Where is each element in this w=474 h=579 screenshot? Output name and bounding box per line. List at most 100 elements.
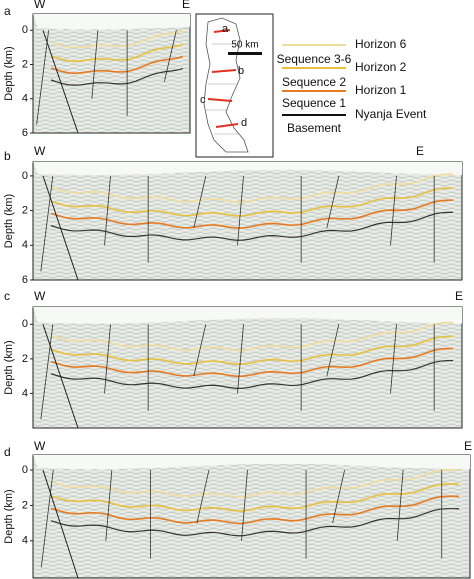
- map-label: c: [200, 94, 206, 106]
- horizon: [50, 347, 454, 378]
- panel-label: c: [4, 289, 10, 303]
- water-column: [33, 162, 462, 176]
- y-tick-label: 2: [22, 499, 28, 511]
- fault: [40, 469, 54, 568]
- fault: [91, 30, 99, 99]
- scale-label: 50 km: [231, 40, 258, 51]
- border-fault: [42, 175, 79, 281]
- west-label: W: [34, 0, 46, 11]
- east-label: E: [455, 289, 463, 303]
- horizon: [50, 187, 454, 217]
- y-axis-label: Depth (km): [3, 194, 15, 248]
- seismic-image: [32, 161, 463, 281]
- panel-label: d: [4, 445, 11, 459]
- y-tick-label: 0: [22, 464, 28, 476]
- map-grid: [206, 43, 240, 135]
- lake-outline: [203, 17, 249, 153]
- map-label: a: [222, 23, 229, 35]
- y-tick-label: 6: [22, 274, 28, 286]
- map-label: b: [238, 65, 244, 77]
- y-axis-label: Depth (km): [3, 489, 15, 543]
- seismic-panel: [32, 454, 471, 579]
- fault: [326, 324, 340, 377]
- map-label: d: [241, 117, 247, 129]
- panel-label: a: [4, 4, 11, 18]
- y-axis-label: Depth (km): [3, 340, 15, 394]
- location-map: 50 km a b c d: [195, 13, 274, 158]
- y-tick-label: 4: [22, 387, 28, 399]
- fault: [326, 175, 340, 229]
- border-fault: [42, 324, 79, 429]
- fault: [237, 324, 244, 394]
- fault: [104, 175, 111, 246]
- fault: [104, 324, 111, 394]
- y-tick-label: 0: [22, 318, 28, 330]
- legend-label: Nyanja Event: [355, 107, 427, 121]
- y-tick-label: 2: [22, 58, 28, 70]
- legend-label: Sequence 1: [282, 96, 346, 110]
- east-label: E: [464, 439, 472, 453]
- horizon: [50, 483, 460, 512]
- fault: [163, 30, 177, 82]
- fault: [105, 470, 113, 541]
- seismic-panel: [32, 161, 463, 281]
- y-tick-label: 4: [22, 239, 28, 251]
- y-tick-label: 0: [22, 24, 28, 36]
- water-column: [33, 455, 470, 470]
- water-column: [33, 14, 190, 30]
- seismic-panel: [32, 306, 463, 429]
- horizon: [50, 199, 454, 229]
- seismic-image: [32, 306, 463, 429]
- horizon: [50, 508, 460, 537]
- seismic-panel: [32, 13, 191, 134]
- east-label: E: [182, 0, 190, 11]
- section-lines: [207, 29, 239, 128]
- panel-label: b: [4, 149, 11, 163]
- fault: [390, 324, 397, 394]
- scale-bar: [228, 52, 262, 55]
- west-label: W: [34, 144, 46, 158]
- y-tick-label: 4: [22, 535, 28, 547]
- horizon: [50, 211, 454, 241]
- y-tick-label: 0: [22, 170, 28, 182]
- border-fault: [42, 469, 79, 579]
- horizon: [50, 321, 454, 352]
- west-label: W: [34, 439, 46, 453]
- fault: [332, 469, 346, 524]
- fault: [241, 470, 248, 541]
- legend-label: Basement: [287, 121, 342, 135]
- horizon: [50, 67, 184, 86]
- legend-label: Horizon 2: [355, 60, 407, 74]
- fault: [40, 175, 54, 272]
- legend-label: Horizon 1: [355, 83, 407, 97]
- west-label: W: [34, 289, 46, 303]
- horizon: [50, 335, 454, 366]
- horizon: [50, 468, 460, 498]
- horizon: [50, 43, 184, 63]
- fault: [196, 469, 210, 524]
- fault: [237, 175, 244, 246]
- legend-label: Sequence 3-6: [277, 52, 352, 66]
- border-fault: [42, 30, 79, 134]
- water-column: [33, 307, 462, 324]
- horizon: [50, 55, 184, 75]
- y-tick-label: 2: [22, 204, 28, 216]
- y-tick-label: 6: [22, 127, 28, 139]
- y-axis-label: Depth (km): [3, 46, 15, 100]
- fault: [390, 175, 397, 246]
- horizon: [50, 495, 460, 525]
- map-frame: [195, 13, 274, 158]
- y-tick-label: 2: [22, 353, 28, 365]
- legend-label: Sequence 2: [282, 75, 346, 89]
- fault: [396, 470, 404, 541]
- fault: [36, 30, 50, 125]
- seismic-image: [32, 454, 471, 579]
- horizon: [50, 173, 454, 203]
- east-label: E: [416, 144, 424, 158]
- fault: [193, 175, 207, 229]
- fault: [40, 324, 54, 420]
- horizon: [50, 360, 454, 390]
- horizon: [50, 30, 184, 49]
- y-tick-label: 4: [22, 93, 28, 105]
